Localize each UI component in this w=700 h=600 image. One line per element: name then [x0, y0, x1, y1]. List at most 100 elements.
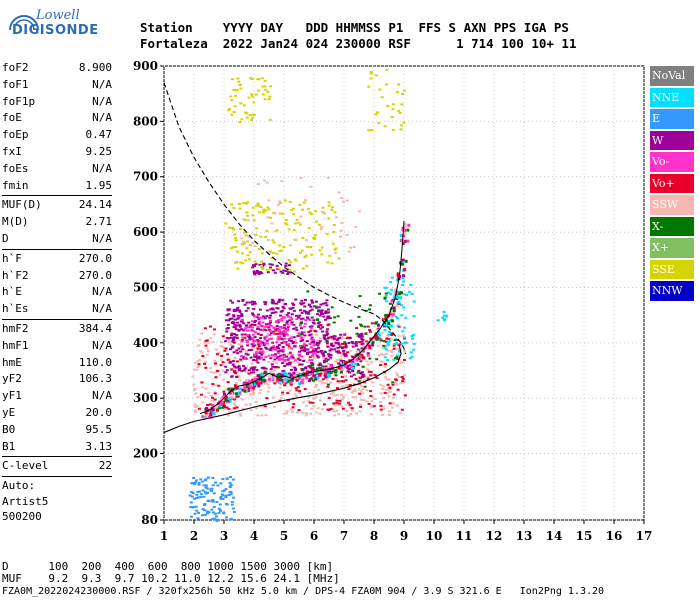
- data-point-ssw: [286, 372, 290, 375]
- data-point-w: [241, 355, 245, 358]
- data-point-sse: [237, 202, 241, 205]
- autoscale-info: 500200: [2, 510, 42, 524]
- data-point-ssw: [365, 360, 369, 363]
- data-point-w: [330, 342, 334, 345]
- legend-item-x: X+: [650, 238, 694, 258]
- data-point-ssw: [387, 378, 391, 381]
- data-point-w: [267, 322, 271, 325]
- data-point-w: [269, 368, 273, 371]
- data-point-e: [218, 503, 222, 506]
- data-point-vo: [274, 321, 278, 324]
- trace-point-nne: [397, 300, 401, 304]
- trace-point-nne: [233, 387, 237, 391]
- data-point-w: [257, 322, 261, 325]
- data-point-w: [233, 318, 237, 321]
- data-point-ssw: [334, 360, 338, 363]
- data-point-w: [323, 318, 327, 321]
- data-point-w: [347, 341, 351, 344]
- data-point-w: [320, 309, 324, 312]
- data-point-vo: [290, 347, 294, 350]
- data-point-w: [282, 353, 286, 356]
- data-point-w: [292, 303, 296, 306]
- data-point-vo: [254, 351, 258, 354]
- data-point-nne: [384, 348, 388, 351]
- data-point-vo: [338, 402, 342, 405]
- data-point-vo: [391, 383, 395, 386]
- data-point-w: [281, 305, 285, 308]
- data-point-ssw: [278, 200, 282, 203]
- data-point-ssw: [326, 176, 330, 179]
- data-point-w: [232, 365, 236, 368]
- data-point-ssw: [254, 401, 258, 404]
- trace-point-vo: [304, 373, 308, 377]
- data-point-ssw: [332, 410, 336, 413]
- data-point-w: [322, 354, 326, 357]
- data-point-w: [327, 355, 331, 358]
- data-point-vo: [274, 355, 278, 358]
- data-point-sse: [400, 103, 404, 106]
- trace-point-vo: [399, 238, 403, 242]
- data-point-vo: [240, 340, 244, 343]
- data-point-vo: [272, 332, 276, 335]
- data-point-e: [211, 511, 215, 514]
- trace-point-w: [366, 352, 370, 356]
- param-value: 24.14: [78, 198, 112, 212]
- data-point-ssw: [302, 358, 306, 361]
- trace-point-ssw: [341, 367, 345, 371]
- data-point-vo: [256, 332, 260, 335]
- data-point-sse: [235, 261, 239, 264]
- data-point-vo: [345, 336, 349, 339]
- trace-point-vo: [221, 396, 225, 400]
- data-point-w: [351, 369, 355, 372]
- data-point-sse: [250, 78, 254, 81]
- data-point-ssw: [381, 405, 385, 408]
- data-point-e: [225, 477, 229, 480]
- data-point-ssw: [377, 354, 381, 357]
- data-point-vo: [260, 316, 264, 319]
- data-point-w: [253, 302, 257, 305]
- data-point-vo: [291, 406, 295, 409]
- data-point-ssw: [390, 354, 394, 357]
- data-point-vo: [286, 329, 290, 332]
- data-point-ssw: [318, 399, 322, 402]
- data-point-vo: [386, 383, 390, 386]
- data-point-w: [275, 345, 279, 348]
- data-point-ssw: [295, 394, 299, 397]
- trace-point-x: [400, 291, 404, 295]
- data-point-sse: [280, 249, 284, 252]
- trace-point-vo: [281, 380, 285, 384]
- data-point-w: [237, 347, 241, 350]
- trace-point-w: [257, 384, 261, 388]
- param-key: foEs: [2, 161, 29, 175]
- data-point-vo: [392, 347, 396, 350]
- data-point-vo: [327, 396, 331, 399]
- param-row-hmf2: hmF2 384.4: [2, 321, 112, 338]
- data-point-nne: [436, 319, 440, 322]
- data-point-ssw: [340, 222, 344, 225]
- data-point-vo: [340, 380, 344, 383]
- data-point-w: [281, 271, 285, 274]
- data-point-e: [193, 481, 197, 484]
- data-point-vo: [216, 370, 220, 373]
- param-row-foep: foEp 0.47: [2, 127, 112, 144]
- data-point-w: [279, 270, 283, 273]
- data-point-sse: [312, 236, 316, 239]
- data-point-sse: [370, 129, 374, 132]
- data-point-w: [252, 368, 256, 371]
- trace-point-vo: [329, 364, 333, 368]
- data-point-sse: [235, 89, 239, 92]
- data-point-w: [269, 266, 273, 269]
- data-point-w: [243, 303, 247, 306]
- data-point-w: [258, 357, 262, 360]
- data-point-w: [270, 307, 274, 310]
- data-point-x: [349, 319, 353, 322]
- data-point-vo: [299, 336, 303, 339]
- data-point-x: [368, 304, 372, 307]
- data-point-w: [225, 337, 229, 340]
- data-point-w: [255, 328, 259, 331]
- data-point-sse: [309, 212, 313, 215]
- trace-point-vo: [388, 312, 392, 316]
- trace-point-nne: [238, 387, 242, 391]
- data-point-sse: [231, 226, 235, 229]
- data-point-w: [231, 337, 235, 340]
